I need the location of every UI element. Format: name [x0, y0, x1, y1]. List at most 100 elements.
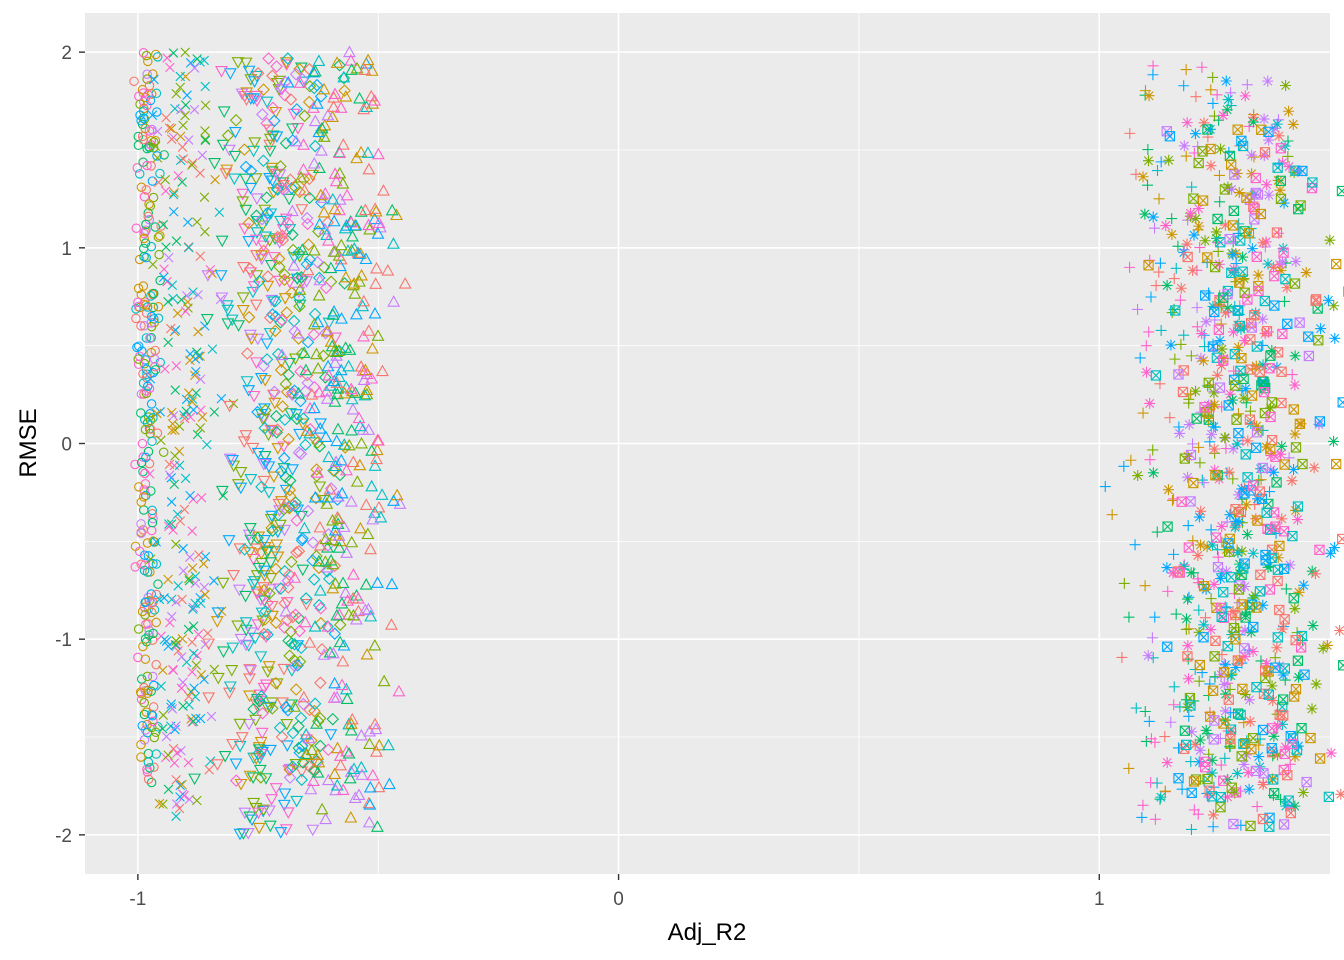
scatter-point	[1261, 507, 1272, 518]
scatter-point	[328, 676, 342, 689]
scatter-point	[1192, 808, 1204, 820]
scatter-point	[149, 732, 160, 743]
scatter-point	[1257, 724, 1269, 736]
scatter-point	[262, 661, 276, 673]
scatter-point	[150, 361, 160, 372]
scatter-point	[131, 313, 141, 324]
scatter-point	[333, 608, 346, 620]
scatter-point	[1220, 307, 1232, 319]
scatter-point	[369, 204, 383, 217]
scatter-point	[134, 169, 145, 179]
scatter-point	[1137, 799, 1149, 811]
x-tick-label: 0	[613, 889, 624, 910]
scatter-point	[1278, 295, 1290, 307]
scatter-point	[1124, 261, 1136, 273]
scatter-point	[350, 612, 363, 625]
scatter-point	[251, 531, 264, 545]
scatter-point	[1219, 184, 1231, 195]
scatter-point	[263, 145, 277, 158]
scatter-point	[145, 95, 156, 106]
scatter-point	[1106, 509, 1118, 521]
scatter-point	[1220, 565, 1232, 577]
scatter-point	[238, 807, 252, 820]
scatter-point	[1219, 432, 1231, 444]
scatter-point	[1239, 488, 1250, 499]
scatter-point	[136, 290, 147, 300]
scatter-point	[136, 182, 147, 192]
scatter-point	[279, 604, 293, 617]
scatter-point	[321, 620, 334, 633]
scatter-point	[370, 820, 384, 832]
scatter-point	[346, 455, 360, 468]
scatter-point	[1297, 786, 1309, 798]
scatter-point	[1232, 319, 1244, 331]
scatter-point	[166, 497, 177, 507]
scatter-point	[1213, 324, 1225, 335]
scatter-point	[1154, 257, 1166, 269]
scatter-point	[1246, 390, 1258, 401]
scatter-point	[139, 96, 149, 107]
scatter-point	[1257, 779, 1269, 791]
scatter-point	[340, 744, 354, 757]
scatter-point	[1246, 243, 1258, 255]
scatter-point	[1257, 599, 1269, 611]
scatter-point	[1337, 397, 1344, 408]
scatter-point	[195, 713, 206, 724]
scatter-point	[1225, 572, 1237, 583]
scatter-point	[302, 731, 316, 744]
scatter-point	[386, 237, 400, 249]
scatter-point	[184, 573, 194, 584]
scatter-point	[257, 359, 270, 373]
scatter-point	[165, 62, 175, 73]
scatter-point	[1207, 685, 1219, 696]
scatter-point	[145, 415, 156, 426]
scatter-point	[1236, 599, 1247, 610]
scatter-point	[327, 245, 341, 257]
scatter-point	[216, 577, 230, 590]
scatter-point	[152, 151, 162, 161]
scatter-point	[208, 158, 221, 170]
scatter-point	[290, 514, 304, 527]
scatter-point	[188, 405, 199, 415]
scatter-point	[308, 490, 322, 503]
scatter-point	[387, 494, 400, 506]
scatter-point	[346, 591, 360, 604]
scatter-point	[313, 520, 327, 533]
scatter-point	[299, 734, 313, 747]
scatter-point	[255, 727, 269, 740]
scatter-point	[297, 690, 311, 703]
scatter-point	[1151, 526, 1163, 538]
scatter-point	[145, 333, 155, 344]
scatter-point	[250, 588, 264, 601]
scatter-point	[137, 438, 148, 449]
scatter-point	[358, 63, 372, 76]
scatter-point	[249, 234, 263, 247]
scatter-point	[252, 747, 265, 760]
scatter-point	[243, 329, 257, 342]
scatter-point	[315, 144, 328, 156]
scatter-point	[1130, 702, 1142, 714]
scatter-point	[1177, 386, 1189, 398]
scatter-point	[1161, 757, 1173, 769]
scatter-point	[289, 759, 303, 771]
scatter-point	[1251, 427, 1263, 438]
scatter-point	[1272, 749, 1284, 761]
scatter-point	[1218, 667, 1230, 678]
scatter-point	[195, 251, 206, 262]
scatter-point	[152, 107, 162, 117]
scatter-point	[1289, 428, 1301, 440]
scatter-point	[339, 90, 353, 102]
scatter-point	[299, 363, 313, 376]
scatter-point	[146, 311, 157, 322]
scatter-point	[293, 300, 306, 313]
scatter-point	[1252, 189, 1264, 200]
scatter-point	[1238, 759, 1250, 771]
scatter-point	[335, 486, 349, 499]
scatter-point	[168, 206, 179, 217]
scatter-point	[263, 311, 277, 325]
scatter-point	[1278, 563, 1290, 574]
scatter-point	[260, 353, 274, 366]
scatter-point	[293, 655, 307, 668]
scatter-point	[359, 498, 373, 510]
scatter-point	[341, 594, 354, 606]
